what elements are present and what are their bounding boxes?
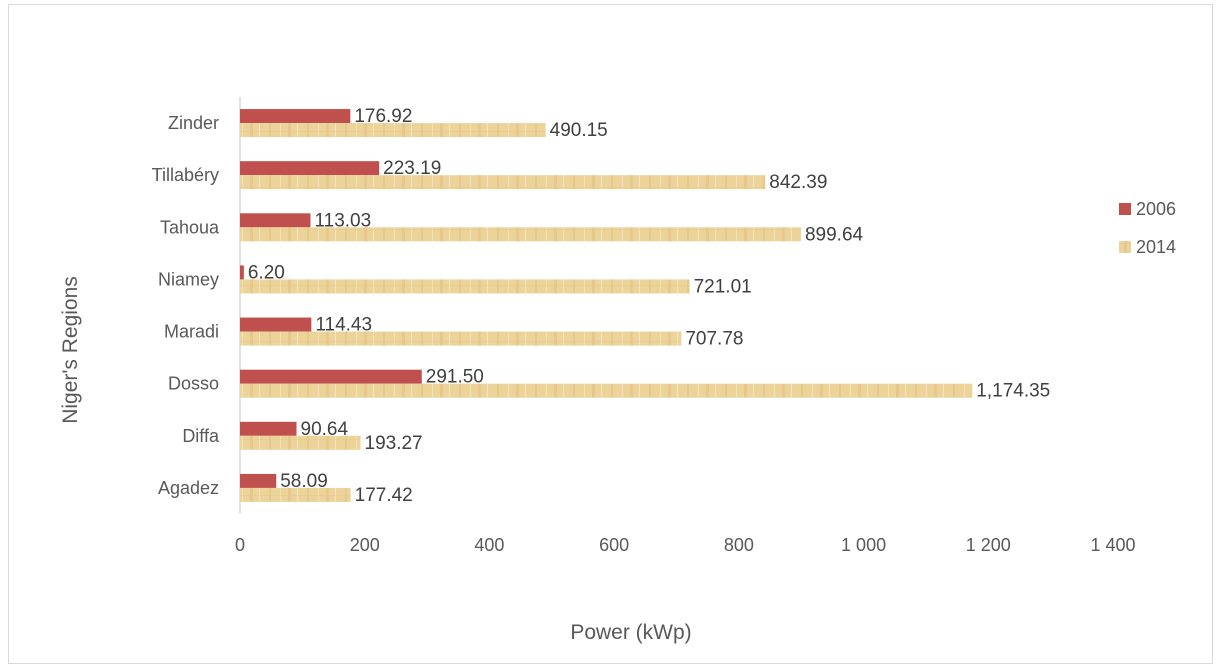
x-tick-label: 1 000 bbox=[841, 535, 886, 555]
bar-2006-zinder bbox=[240, 109, 351, 124]
bar-2006-niamey bbox=[240, 265, 244, 280]
y-category-tillabery: Tillabéry bbox=[152, 165, 219, 185]
data-label-2006-diffa: 90.64 bbox=[301, 419, 349, 440]
bar-2014-diffa bbox=[240, 435, 361, 450]
bar-2014-maradi bbox=[240, 331, 682, 346]
data-label-2014-maradi: 707.78 bbox=[685, 329, 743, 350]
data-label-2006-niamey: 6.20 bbox=[248, 262, 285, 283]
bar-2006-agadez bbox=[240, 473, 277, 488]
data-label-2006-tahoua: 113.03 bbox=[314, 210, 371, 231]
x-tick-label: 0 bbox=[235, 535, 245, 555]
data-label-2014-diffa: 193.27 bbox=[365, 433, 423, 454]
x-tick-label: 1 200 bbox=[966, 535, 1011, 555]
x-axis-title: Power (kWp) bbox=[570, 621, 691, 644]
data-label-2006-dosso: 291.50 bbox=[426, 367, 484, 388]
bar-2014-agadez bbox=[240, 487, 351, 502]
y-category-zinder: Zinder bbox=[168, 113, 219, 133]
y-category-maradi: Maradi bbox=[164, 322, 219, 342]
data-label-2014-agadez: 177.42 bbox=[355, 485, 413, 506]
y-axis-title: Niger's Regions bbox=[59, 276, 82, 424]
legend: 2006 2014 bbox=[1119, 199, 1176, 257]
legend-label-2006: 2006 bbox=[1136, 199, 1176, 219]
y-category-diffa: Diffa bbox=[182, 426, 220, 446]
x-tick-label: 600 bbox=[599, 535, 629, 555]
y-category-niamey: Niamey bbox=[158, 269, 219, 289]
data-label-2006-tillabery: 223.19 bbox=[383, 158, 441, 179]
data-label-2014-dosso: 1,174.35 bbox=[976, 381, 1050, 402]
bar-2006-dosso bbox=[240, 369, 422, 384]
y-category-dosso: Dosso bbox=[168, 374, 219, 394]
bar-2014-tillabery bbox=[240, 175, 766, 190]
bar-2014-niamey bbox=[240, 279, 690, 294]
data-label-2014-tahoua: 899.64 bbox=[805, 224, 864, 245]
data-label-2014-zinder: 490.15 bbox=[550, 120, 608, 141]
bar-2006-diffa bbox=[240, 421, 297, 436]
bar-2006-tahoua bbox=[240, 213, 311, 228]
bar-2014-dosso bbox=[240, 383, 973, 398]
legend-swatch-2006 bbox=[1119, 203, 1131, 215]
data-label-2014-tillabery: 842.39 bbox=[769, 172, 827, 193]
bar-2006-maradi bbox=[240, 317, 312, 332]
legend-swatch-2014 bbox=[1119, 241, 1131, 253]
legend-label-2014: 2014 bbox=[1136, 237, 1176, 257]
bar-2014-tahoua bbox=[240, 227, 801, 242]
data-label-2006-maradi: 114.43 bbox=[315, 315, 372, 336]
x-tick-label: 800 bbox=[724, 535, 754, 555]
data-label-2014-niamey: 721.01 bbox=[694, 276, 752, 297]
data-label-2006-zinder: 176.92 bbox=[354, 106, 412, 127]
bar-2014-zinder bbox=[240, 123, 546, 138]
x-tick-label: 400 bbox=[474, 535, 504, 555]
bar-2006-tillabery bbox=[240, 161, 380, 176]
y-category-agadez: Agadez bbox=[158, 478, 219, 498]
data-label-2006-agadez: 58.09 bbox=[280, 471, 328, 492]
x-tick-label: 1 400 bbox=[1090, 535, 1135, 555]
y-category-tahoua: Tahoua bbox=[160, 217, 220, 237]
x-tick-label: 200 bbox=[350, 535, 380, 555]
